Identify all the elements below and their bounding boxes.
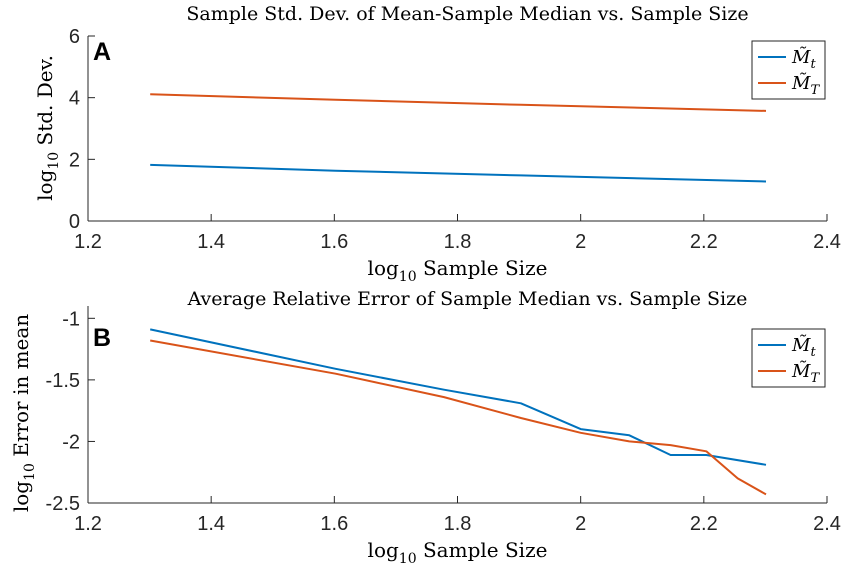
chart-panel-b: Average Relative Error of Sample Median … — [9, 288, 841, 567]
y-tick-label: -1.5 — [46, 370, 80, 392]
series-line-mt-upper — [150, 339, 767, 496]
series-line-mt-lower — [150, 163, 767, 183]
series-line-mt-lower — [149, 328, 767, 466]
x-tick-label: 1.8 — [444, 513, 472, 535]
x-tick-label: 1.6 — [320, 513, 348, 535]
chart-panel-a: Sample Std. Dev. of Mean-Sample Median v… — [33, 3, 841, 285]
y-tick-label: -2.5 — [46, 493, 80, 515]
legend: M̃tM̃T — [751, 40, 826, 100]
y-tick-label: 6 — [69, 26, 80, 48]
y-tick-label: 0 — [69, 211, 80, 233]
legend-label: M̃T — [791, 72, 820, 98]
series-line-mt-upper — [150, 93, 767, 112]
legend-label: M̃t — [791, 334, 816, 360]
legend: M̃tM̃T — [751, 328, 826, 388]
y-tick-label: -1 — [62, 308, 80, 330]
x-axis-label: log10 Sample Size — [368, 538, 548, 567]
legend-box — [751, 328, 826, 388]
legend-box — [751, 40, 826, 100]
y-axis-label: log10 Error in mean — [9, 314, 38, 512]
chart-title: Average Relative Error of Sample Median … — [187, 288, 748, 310]
y-axis-label: log10 Std. Dev. — [33, 55, 62, 201]
legend-label: M̃t — [791, 46, 816, 72]
x-axis-label: log10 Sample Size — [368, 256, 548, 285]
x-tick-label: 2.2 — [690, 513, 718, 535]
legend-label: M̃T — [791, 360, 820, 386]
x-tick-label: 1.2 — [74, 513, 102, 535]
y-tick-label: 2 — [69, 149, 80, 171]
panel-letter: B — [93, 324, 111, 352]
x-tick-label: 2.4 — [813, 231, 841, 253]
x-tick-label: 2.2 — [690, 231, 718, 253]
y-tick-label: 4 — [69, 88, 80, 110]
panel-letter: A — [93, 38, 111, 66]
x-tick-label: 1.4 — [197, 513, 225, 535]
chart-title: Sample Std. Dev. of Mean-Sample Median v… — [186, 3, 748, 25]
x-tick-label: 1.6 — [320, 231, 348, 253]
x-tick-label: 1.4 — [197, 231, 225, 253]
x-tick-label: 2 — [575, 513, 586, 535]
x-tick-label: 1.2 — [74, 231, 102, 253]
x-tick-label: 2.4 — [813, 513, 841, 535]
y-tick-label: -2 — [62, 431, 80, 453]
x-tick-label: 2 — [575, 231, 586, 253]
x-tick-label: 1.8 — [444, 231, 472, 253]
